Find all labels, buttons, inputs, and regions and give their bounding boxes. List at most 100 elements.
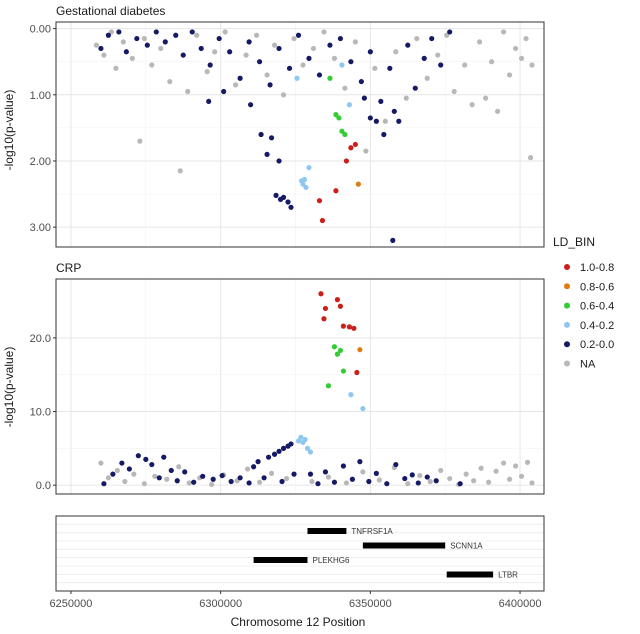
data-point xyxy=(457,481,463,487)
data-point xyxy=(367,115,373,121)
y-tick-label: 0.00 xyxy=(30,24,51,36)
data-point xyxy=(93,42,100,48)
data-point xyxy=(342,85,348,91)
data-point xyxy=(506,476,513,482)
data-point xyxy=(333,112,339,118)
data-point xyxy=(110,471,116,477)
panel2-ylabel: -log10(p-value) xyxy=(2,347,16,428)
data-point xyxy=(334,297,341,303)
data-point xyxy=(393,461,399,468)
data-point xyxy=(331,479,338,485)
y-tick-label: 3.00 xyxy=(30,222,51,234)
data-point xyxy=(162,39,168,45)
data-point xyxy=(316,198,323,204)
data-point xyxy=(280,445,287,451)
data-point xyxy=(277,196,284,202)
data-point xyxy=(415,480,421,486)
data-point xyxy=(334,351,341,357)
data-point xyxy=(285,199,291,205)
data-point xyxy=(256,479,263,485)
data-point xyxy=(189,29,195,35)
data-point xyxy=(167,78,173,85)
legend-label: 0.8-0.6 xyxy=(580,281,614,293)
data-point xyxy=(119,460,125,466)
data-point xyxy=(318,291,324,297)
data-point xyxy=(267,82,273,88)
x-tick-label: 6250000 xyxy=(50,598,93,610)
data-point xyxy=(221,88,227,95)
data-point xyxy=(304,445,311,451)
data-point xyxy=(390,237,396,243)
data-point xyxy=(315,481,321,487)
data-point xyxy=(512,45,519,52)
data-point xyxy=(120,39,126,45)
data-point xyxy=(212,49,218,55)
data-point xyxy=(273,192,279,198)
data-point xyxy=(295,32,302,38)
data-point xyxy=(219,472,225,479)
data-point xyxy=(342,131,348,138)
data-point xyxy=(174,478,180,484)
data-point xyxy=(194,32,200,38)
legend-label: 0.2-0.0 xyxy=(580,339,614,351)
data-point xyxy=(294,75,300,81)
data-point xyxy=(462,62,468,68)
gene-label: PLEKHG6 xyxy=(312,556,349,565)
data-point xyxy=(122,478,128,485)
data-point xyxy=(376,477,382,483)
data-point xyxy=(301,176,308,183)
data-point xyxy=(101,52,107,58)
x-tick-label: 6350000 xyxy=(349,598,392,610)
data-point xyxy=(302,436,308,443)
data-point xyxy=(355,181,361,187)
data-point xyxy=(494,108,501,114)
data-point xyxy=(286,65,293,71)
data-point xyxy=(321,29,327,35)
data-point xyxy=(325,474,332,480)
data-point xyxy=(529,480,535,486)
data-point xyxy=(253,32,260,38)
data-point xyxy=(527,155,534,161)
data-point xyxy=(271,42,278,48)
data-point xyxy=(412,85,418,91)
data-point xyxy=(409,472,415,478)
ld-bin-legend: 1.0-0.8 0.8-0.6 0.6-0.4 0.4-0.2 0.2-0.0 NA xyxy=(564,262,614,371)
data-point xyxy=(237,475,243,481)
data-point xyxy=(322,469,329,475)
legend-key xyxy=(564,360,570,367)
track-border xyxy=(55,515,545,592)
data-point xyxy=(321,316,327,322)
data-point xyxy=(246,39,252,45)
legend-key xyxy=(564,302,570,309)
data-point xyxy=(276,158,282,164)
data-point xyxy=(378,98,384,105)
data-point xyxy=(303,184,309,191)
data-point xyxy=(250,464,257,470)
data-point xyxy=(156,475,162,481)
data-point xyxy=(114,467,120,474)
data-point xyxy=(207,62,213,68)
data-point xyxy=(372,65,378,71)
data-point xyxy=(340,463,347,469)
data-point xyxy=(366,478,372,485)
data-point xyxy=(186,480,192,486)
data-point xyxy=(402,475,408,482)
data-point xyxy=(307,471,314,477)
data-point xyxy=(340,323,347,329)
gene-bar xyxy=(307,528,347,534)
data-point xyxy=(268,470,275,476)
data-point xyxy=(483,95,489,101)
data-point xyxy=(152,473,158,479)
data-point xyxy=(451,88,457,95)
data-point xyxy=(444,32,450,38)
data-point xyxy=(291,35,297,42)
data-point xyxy=(469,102,475,108)
data-point xyxy=(429,35,435,42)
data-point xyxy=(414,35,420,42)
data-point xyxy=(381,131,387,138)
plot-border xyxy=(55,278,545,495)
data-point xyxy=(149,62,155,68)
data-point xyxy=(245,466,251,472)
data-point xyxy=(427,478,433,485)
data-point xyxy=(206,98,212,105)
